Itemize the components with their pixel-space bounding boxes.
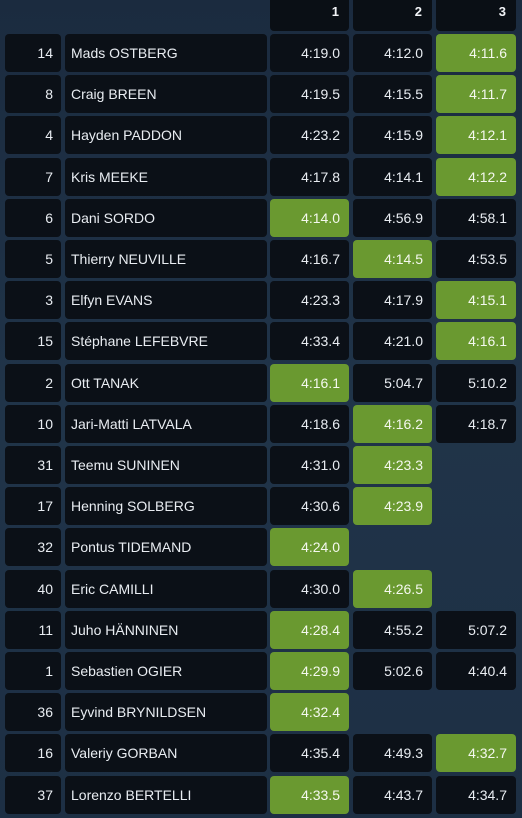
- stage-2-time-best: 4:26.5: [353, 570, 432, 608]
- stage-1-time: 4:19.0: [270, 34, 349, 72]
- stage-2-time-best: 4:14.5: [353, 240, 432, 278]
- driver-name[interactable]: Valeriy GORBAN: [65, 734, 267, 772]
- driver-name[interactable]: Ott TANAK: [65, 364, 267, 402]
- driver-name[interactable]: Eyvind BRYNILDSEN: [65, 693, 267, 731]
- driver-name[interactable]: Craig BREEN: [65, 75, 267, 113]
- stage-1-time: 4:23.2: [270, 116, 349, 154]
- stage-2-time: 4:55.2: [353, 611, 432, 649]
- stage-1-time-best: 4:29.9: [270, 652, 349, 690]
- stage-1-time: 4:19.5: [270, 75, 349, 113]
- driver-name[interactable]: Elfyn EVANS: [65, 281, 267, 319]
- stage-1-time: 4:30.0: [270, 570, 349, 608]
- driver-name[interactable]: Hayden PADDON: [65, 116, 267, 154]
- car-number: 17: [5, 487, 61, 525]
- stage-2-time: 4:17.9: [353, 281, 432, 319]
- stage-2-time-best: 4:16.2: [353, 405, 432, 443]
- car-number: 11: [5, 611, 61, 649]
- car-number: 36: [5, 693, 61, 731]
- stage-1-time: 4:33.4: [270, 322, 349, 360]
- stage-1-time: 4:30.6: [270, 487, 349, 525]
- driver-name[interactable]: Eric CAMILLI: [65, 570, 267, 608]
- stage-3-time: 4:53.5: [436, 240, 516, 278]
- stage-2-time: 4:43.7: [353, 776, 432, 814]
- car-number: 15: [5, 322, 61, 360]
- car-number: 31: [5, 446, 61, 484]
- stage-1-time-best: 4:33.5: [270, 776, 349, 814]
- stage-3-time-best: 4:12.1: [436, 116, 516, 154]
- stage-2-time: 4:21.0: [353, 322, 432, 360]
- driver-name[interactable]: Dani SORDO: [65, 199, 267, 237]
- stage-3-time-best: 4:11.7: [436, 75, 516, 113]
- stage-1-time: 4:17.8: [270, 158, 349, 196]
- stage-header-2[interactable]: 2: [353, 0, 432, 31]
- stage-header-3[interactable]: 3: [436, 0, 516, 31]
- car-number: 6: [5, 199, 61, 237]
- driver-name[interactable]: Lorenzo BERTELLI: [65, 776, 267, 814]
- driver-name[interactable]: Kris MEEKE: [65, 158, 267, 196]
- stage-3-time-best: 4:11.6: [436, 34, 516, 72]
- driver-name[interactable]: Juho HÄNNINEN: [65, 611, 267, 649]
- car-number: 3: [5, 281, 61, 319]
- car-number: 14: [5, 34, 61, 72]
- stage-3-time: 5:07.2: [436, 611, 516, 649]
- driver-name[interactable]: Sebastien OGIER: [65, 652, 267, 690]
- car-number: 2: [5, 364, 61, 402]
- car-number: 10: [5, 405, 61, 443]
- car-number: 37: [5, 776, 61, 814]
- stage-1-time-best: 4:16.1: [270, 364, 349, 402]
- car-number: 4: [5, 116, 61, 154]
- stage-3-time-best: 4:15.1: [436, 281, 516, 319]
- car-number: 5: [5, 240, 61, 278]
- car-number: 8: [5, 75, 61, 113]
- driver-name[interactable]: Mads OSTBERG: [65, 34, 267, 72]
- stage-2-time: 5:02.6: [353, 652, 432, 690]
- stage-2-time-best: 4:23.9: [353, 487, 432, 525]
- stage-2-time: 4:15.9: [353, 116, 432, 154]
- stage-1-time-best: 4:24.0: [270, 528, 349, 566]
- stage-1-time-best: 4:28.4: [270, 611, 349, 649]
- stage-3-time: 4:18.7: [436, 405, 516, 443]
- stage-2-time: 5:04.7: [353, 364, 432, 402]
- car-number: 7: [5, 158, 61, 196]
- stage-2-time: 4:56.9: [353, 199, 432, 237]
- stage-3-time: 5:10.2: [436, 364, 516, 402]
- stage-3-time: 4:58.1: [436, 199, 516, 237]
- driver-name[interactable]: Thierry NEUVILLE: [65, 240, 267, 278]
- stage-1-time-best: 4:32.4: [270, 693, 349, 731]
- stage-3-time-best: 4:16.1: [436, 322, 516, 360]
- stage-1-time: 4:23.3: [270, 281, 349, 319]
- car-number: 32: [5, 528, 61, 566]
- driver-name[interactable]: Pontus TIDEMAND: [65, 528, 267, 566]
- stage-3-time-best: 4:12.2: [436, 158, 516, 196]
- stage-2-time: 4:12.0: [353, 34, 432, 72]
- stage-1-time-best: 4:14.0: [270, 199, 349, 237]
- stage-2-time-best: 4:23.3: [353, 446, 432, 484]
- stage-1-time: 4:18.6: [270, 405, 349, 443]
- car-number: 1: [5, 652, 61, 690]
- driver-name[interactable]: Teemu SUNINEN: [65, 446, 267, 484]
- car-number: 16: [5, 734, 61, 772]
- driver-name[interactable]: Henning SOLBERG: [65, 487, 267, 525]
- car-number: 40: [5, 570, 61, 608]
- driver-name[interactable]: Stéphane LEFEBVRE: [65, 322, 267, 360]
- stage-2-time: 4:15.5: [353, 75, 432, 113]
- driver-name[interactable]: Jari-Matti LATVALA: [65, 405, 267, 443]
- stage-3-time: 4:40.4: [436, 652, 516, 690]
- stage-2-time: 4:49.3: [353, 734, 432, 772]
- stage-3-time: 4:34.7: [436, 776, 516, 814]
- stage-1-time: 4:31.0: [270, 446, 349, 484]
- stage-1-time: 4:16.7: [270, 240, 349, 278]
- stage-1-time: 4:35.4: [270, 734, 349, 772]
- stage-3-time-best: 4:32.7: [436, 734, 516, 772]
- stage-2-time: 4:14.1: [353, 158, 432, 196]
- stage-header-1[interactable]: 1: [270, 0, 349, 31]
